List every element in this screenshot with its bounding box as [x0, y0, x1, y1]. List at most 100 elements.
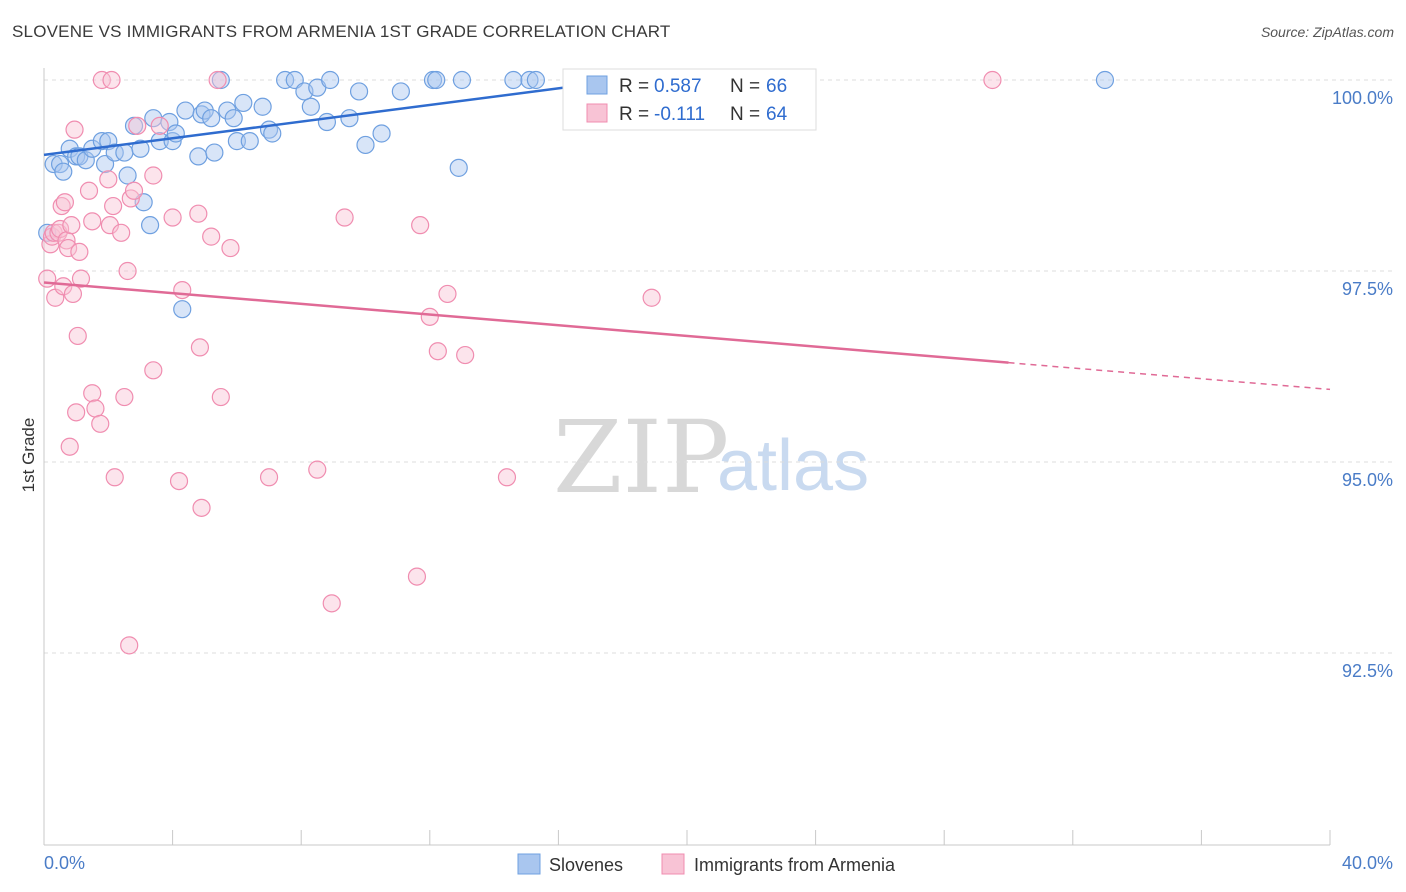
armenia-point-42 — [169, 472, 189, 491]
armenia-point-43 — [173, 281, 192, 300]
slovenes-point-49 — [356, 135, 375, 155]
legend-label-armenia: Immigrants from Armenia — [694, 855, 896, 875]
armenia-point-11 — [59, 238, 78, 258]
slovenes-point-47 — [340, 109, 359, 128]
armenia-legend-swatch — [586, 103, 608, 123]
armenia-point-34 — [120, 636, 139, 655]
slovenes-point-3 — [54, 162, 73, 181]
slovenes-point-37 — [253, 97, 272, 116]
armenia-point-54 — [335, 208, 354, 227]
legend-swatch-slovenes — [517, 853, 541, 875]
armenia-point-39 — [144, 361, 163, 380]
armenia-point-57 — [420, 307, 439, 326]
chart-title: SLOVENE VS IMMIGRANTS FROM ARMENIA 1ST G… — [12, 22, 671, 41]
slovenes-point-57 — [520, 70, 539, 90]
armenia-point-44 — [189, 204, 208, 223]
armenia-point-50 — [221, 238, 240, 258]
armenia-point-60 — [456, 345, 475, 365]
armenia-point-22 — [83, 384, 102, 403]
slovenes-point-16 — [131, 139, 150, 158]
armenia-point-47 — [202, 227, 221, 246]
slovenes-point-46 — [321, 70, 340, 90]
armenia-point-21 — [83, 212, 102, 231]
slovenes-trend-line — [43, 78, 623, 157]
slovenes-point-40 — [276, 70, 295, 90]
slovenes-point-24 — [173, 300, 192, 319]
legend-label-slovenes: Slovenes — [549, 855, 623, 875]
armenia-point-41 — [163, 208, 182, 227]
slovenes-point-51 — [391, 82, 410, 101]
x-tick-label-min: 0.0% — [44, 853, 85, 873]
armenia-point-37 — [128, 116, 147, 135]
r-label-armenia: R = — [619, 104, 649, 125]
series-legend: Slovenes Immigrants from Armenia — [517, 853, 896, 875]
armenia-point-14 — [63, 284, 83, 304]
slovenes-point-34 — [227, 132, 246, 151]
trend-lines — [43, 78, 1331, 391]
armenia-point-24 — [91, 414, 110, 433]
armenia-point-13 — [62, 216, 81, 235]
armenia-point-58 — [428, 342, 447, 361]
slovenes-point-43 — [301, 97, 320, 116]
armenia-point-16 — [67, 403, 86, 422]
slovenes-point-18 — [140, 216, 160, 235]
legend-swatch-armenia — [661, 853, 685, 875]
armenia-point-26 — [99, 170, 118, 189]
r-value-armenia: -0.111 — [654, 104, 705, 125]
armenia-point-29 — [104, 196, 123, 216]
armenia-point-25 — [92, 70, 111, 90]
slovenes-point-65 — [1095, 70, 1115, 90]
slovenes-point-33 — [224, 109, 243, 128]
y-tick-label-2: 95.0% — [1342, 470, 1393, 490]
gridlines — [44, 79, 1393, 654]
armenia-point-31 — [112, 223, 131, 242]
armenia-point-28 — [102, 70, 121, 90]
slovenes-point-25 — [176, 101, 195, 120]
slovenes-point-36 — [240, 132, 259, 151]
y-tick-label-3: 92.5% — [1342, 661, 1393, 681]
slovenes-point-21 — [160, 112, 179, 132]
stats-legend: R = 0.587 N = 66 R = -0.111 N = 64 — [562, 68, 817, 131]
armenia-point-32 — [115, 387, 134, 407]
y-tick-labels: 100.0% 97.5% 95.0% 92.5% — [1332, 88, 1393, 681]
armenia-point-18 — [70, 242, 89, 261]
slovenes-point-54 — [449, 158, 468, 177]
chart-source: Source: ZipAtlas.com — [1260, 24, 1394, 40]
y-axis-label: 1st Grade — [19, 418, 38, 493]
armenia-point-20 — [79, 181, 99, 200]
slovenes-point-14 — [118, 166, 137, 185]
armenia-point-12 — [60, 437, 79, 456]
slovenes-point-55 — [452, 70, 472, 90]
slovenes-point-9 — [92, 132, 111, 151]
armenia-point-8 — [54, 277, 73, 296]
slovenes-point-32 — [218, 101, 237, 120]
slovenes-point-50 — [372, 124, 391, 143]
watermark: ZIP atlas — [553, 399, 869, 516]
armenia-point-53 — [322, 594, 341, 613]
axes — [43, 68, 1331, 846]
armenia-point-19 — [71, 269, 91, 288]
armenia-trend-line-extension — [1008, 361, 1331, 391]
n-value-slovenes: 66 — [766, 76, 787, 97]
armenia-point-38 — [144, 166, 163, 185]
armenia-point-55 — [407, 567, 427, 586]
armenia-point-62 — [642, 288, 661, 307]
armenia-point-36 — [124, 181, 144, 200]
r-label-slovenes: R = — [619, 76, 649, 97]
armenia-point-61 — [497, 468, 517, 487]
slovenes-point-28 — [195, 101, 214, 120]
slovenes-point-39 — [263, 124, 282, 143]
slovenes-point-29 — [202, 109, 221, 128]
armenia-point-56 — [411, 216, 430, 235]
slovenes-point-26 — [189, 147, 208, 166]
slovenes-point-1 — [44, 154, 63, 174]
armenia-point-0 — [38, 269, 57, 288]
armenia-point-40 — [150, 116, 169, 135]
x-axis-ticks — [43, 830, 1331, 845]
armenia-point-49 — [211, 387, 230, 407]
slovenes-legend-swatch — [586, 75, 608, 95]
y-tick-label-0: 100.0% — [1332, 88, 1393, 108]
armenia-point-33 — [118, 261, 137, 281]
slovenes-point-30 — [205, 143, 224, 162]
